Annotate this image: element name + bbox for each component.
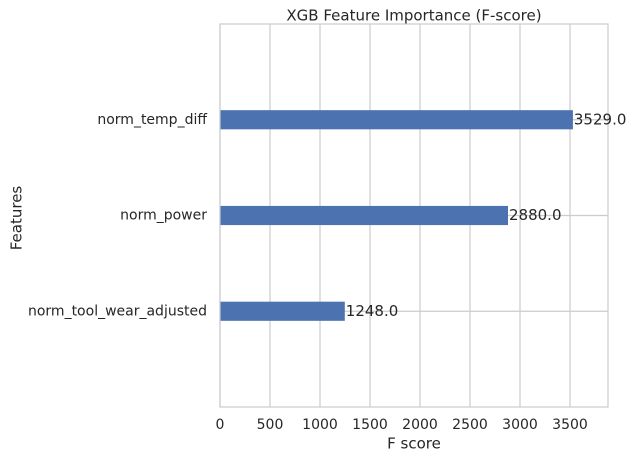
x-tick-label: 500 [257,417,284,433]
bar-value-label: 3529.0 [574,110,627,128]
bar-norm-power [220,205,508,226]
bar-value-label: 1248.0 [346,302,399,320]
bars [220,110,573,321]
y-axis-label: Features [8,186,26,251]
chart-title: XGB Feature Importance (F-score) [286,7,541,25]
y-tick-label: norm_tool_wear_adjusted [28,303,207,319]
x-tick-label: 3000 [502,417,538,433]
y-tick-labels: norm_temp_diff norm_power norm_tool_wear_a… [28,112,207,320]
axes-frame [219,23,609,408]
x-tick-label: 3500 [552,417,588,433]
y-tick-label: norm_temp_diff [97,112,207,128]
x-axis-label: F score [387,435,441,453]
x-tick-label: 2000 [402,417,438,433]
bar-value-label: 2880.0 [509,206,562,224]
x-tick-label: 2500 [452,417,488,433]
x-tick-label: 1000 [302,417,338,433]
value-labels: 3529.0 2880.0 1248.0 [346,110,627,320]
bar-norm-temp-diff [220,110,573,130]
bar-norm-tool-wear-adjusted [220,301,345,321]
x-tick-label: 0 [216,417,225,433]
x-tick-labels: 0 500 1000 1500 2000 2500 3000 3500 [216,417,588,433]
y-tick-label: norm_power [120,208,207,224]
x-tick-label: 1500 [352,417,388,433]
